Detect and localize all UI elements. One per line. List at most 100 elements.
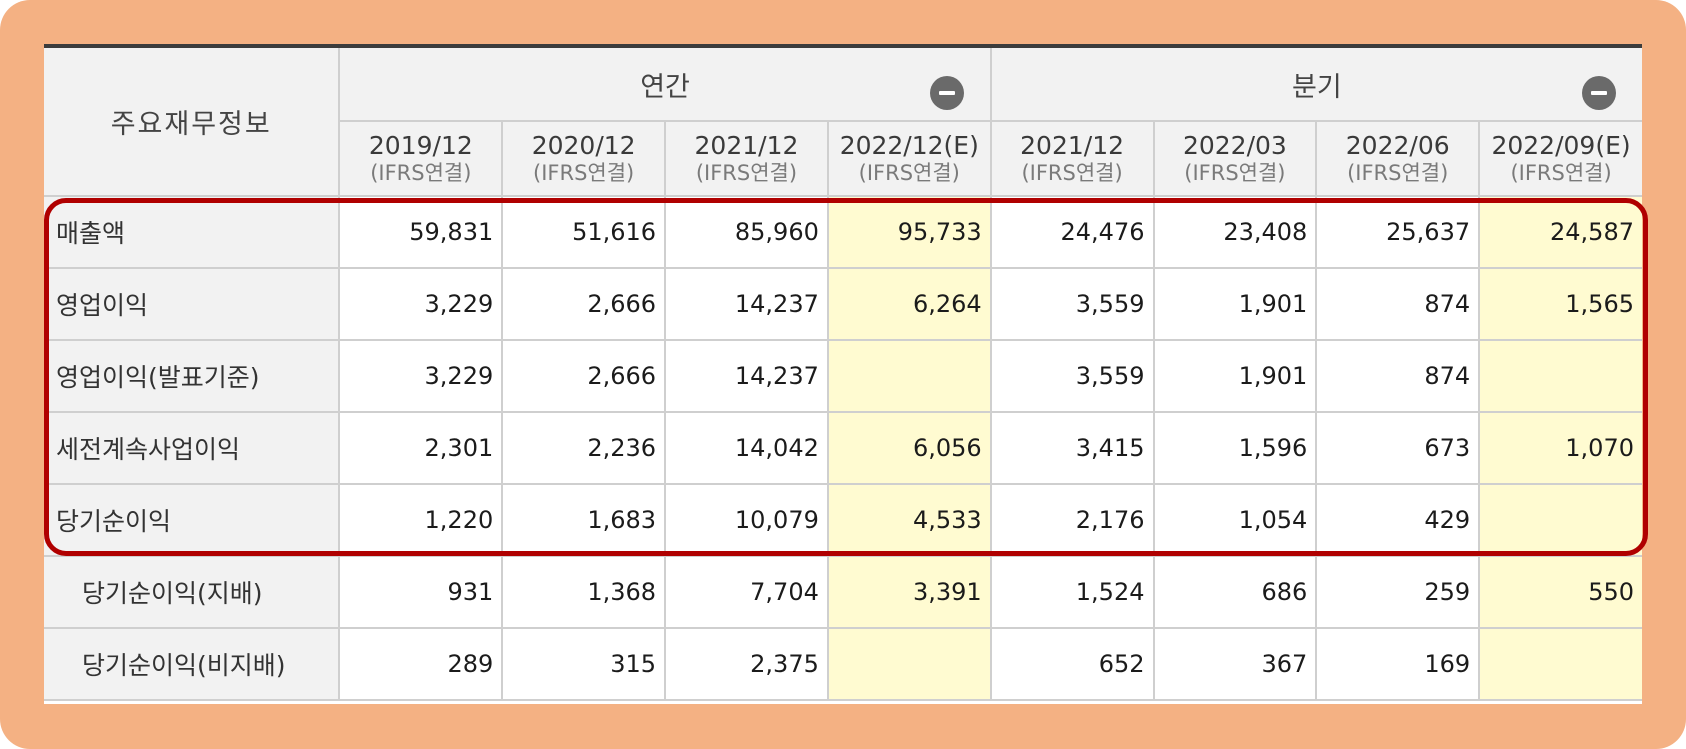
table-row-net-income-noncontrolling: 당기순이익(비지배) 289 315 2,375 652 367 169 — [44, 627, 1642, 701]
row-label: 당기순이익(지배) — [44, 555, 341, 629]
value-cell: 1,220 — [338, 483, 504, 557]
financial-summary-table: 주요재무정보 연간 분기 2019/12 (IFRS연결) 2020/12 (IFR… — [44, 44, 1642, 701]
value-cell: 259 — [1315, 555, 1481, 629]
value-cell: 59,831 — [338, 195, 504, 269]
value-cell: 3,559 — [989, 339, 1155, 413]
period-header-quarter-2022-03: 2022/03 (IFRS연결) — [1152, 120, 1318, 197]
period-basis: (IFRS연결) — [1021, 160, 1123, 185]
value-cell: 23,408 — [1152, 195, 1318, 269]
estimate-value-cell: 1,565 — [1478, 267, 1642, 341]
value-cell: 14,237 — [664, 339, 829, 413]
value-cell: 2,176 — [989, 483, 1155, 557]
period-basis: (IFRS연결) — [695, 160, 798, 185]
quarterly-group-label: 분기 — [1292, 71, 1342, 103]
period-date: 2022/12(E) — [839, 131, 979, 161]
value-cell: 14,042 — [664, 411, 829, 485]
period-header-quarter-2022-09-estimate: 2022/09(E) (IFRS연결) — [1478, 120, 1642, 197]
estimate-value-cell: 24,587 — [1478, 195, 1642, 269]
value-cell: 1,524 — [989, 555, 1155, 629]
period-header-annual-2020-12: 2020/12 (IFRS연결) — [501, 120, 667, 197]
table-row-pretax-income: 세전계속사업이익 2,301 2,236 14,042 6,056 3,415 … — [44, 411, 1642, 485]
estimate-value-cell: 6,056 — [826, 411, 992, 485]
row-label: 매출액 — [44, 195, 341, 269]
value-cell: 85,960 — [664, 195, 829, 269]
period-basis: (IFRS연결) — [370, 160, 472, 185]
value-cell: 10,079 — [664, 483, 829, 557]
period-header-annual-2021-12: 2021/12 (IFRS연결) — [664, 120, 829, 197]
value-cell: 2,301 — [338, 411, 504, 485]
value-cell: 51,616 — [501, 195, 667, 269]
quarterly-group-header: 분기 — [989, 45, 1642, 122]
value-cell: 367 — [1152, 627, 1318, 701]
financial-summary-panel: 주요재무정보 연간 분기 2019/12 (IFRS연결) 2020/12 (IFR… — [44, 44, 1648, 704]
value-cell: 652 — [989, 627, 1155, 701]
value-cell: 3,229 — [338, 267, 504, 341]
table-row-net-income-controlling: 당기순이익(지배) 931 1,368 7,704 3,391 1,524 68… — [44, 555, 1642, 629]
row-header-text: 주요재무정보 — [110, 109, 272, 140]
value-cell: 3,559 — [989, 267, 1155, 341]
value-cell: 1,368 — [501, 555, 667, 629]
value-cell: 1,054 — [1152, 483, 1318, 557]
value-cell: 169 — [1315, 627, 1481, 701]
value-cell: 7,704 — [664, 555, 829, 629]
row-label: 영업이익(발표기준) — [44, 339, 341, 413]
estimate-value-cell: 4,533 — [826, 483, 992, 557]
estimate-value-cell — [826, 339, 992, 413]
period-date: 2022/06 — [1345, 131, 1450, 161]
period-basis: (IFRS연결) — [1184, 160, 1286, 185]
value-cell: 1,901 — [1152, 267, 1318, 341]
period-header-quarter-2021-12: 2021/12 (IFRS연결) — [989, 120, 1155, 197]
table-row-net-income: 당기순이익 1,220 1,683 10,079 4,533 2,176 1,0… — [44, 483, 1642, 557]
value-cell: 25,637 — [1315, 195, 1481, 269]
value-cell: 1,596 — [1152, 411, 1318, 485]
period-date: 2019/12 — [368, 131, 473, 161]
period-basis: (IFRS연결) — [1347, 160, 1449, 185]
value-cell: 289 — [338, 627, 504, 701]
period-date: 2022/03 — [1182, 131, 1287, 161]
value-cell: 429 — [1315, 483, 1481, 557]
value-cell: 2,666 — [501, 267, 667, 341]
value-cell: 1,901 — [1152, 339, 1318, 413]
estimate-value-cell: 550 — [1478, 555, 1642, 629]
estimate-value-cell: 6,264 — [826, 267, 992, 341]
annual-group-header: 연간 — [338, 45, 992, 122]
value-cell: 2,236 — [501, 411, 667, 485]
estimate-value-cell: 95,733 — [826, 195, 992, 269]
period-date: 2022/09(E) — [1491, 131, 1631, 161]
value-cell: 3,229 — [338, 339, 504, 413]
quarterly-collapse-icon[interactable] — [1582, 76, 1616, 110]
value-cell: 686 — [1152, 555, 1318, 629]
row-label: 당기순이익(비지배) — [44, 627, 341, 701]
value-cell: 24,476 — [989, 195, 1155, 269]
period-header-annual-2019-12: 2019/12 (IFRS연결) — [339, 120, 504, 197]
row-label: 세전계속사업이익 — [44, 411, 341, 485]
row-header-label: 주요재무정보 — [44, 45, 341, 197]
period-basis: (IFRS연결) — [858, 160, 960, 185]
period-header-quarter-2022-06: 2022/06 (IFRS연결) — [1315, 120, 1481, 197]
value-cell: 3,415 — [989, 411, 1155, 485]
period-basis: (IFRS연결) — [533, 160, 635, 185]
value-cell: 874 — [1315, 339, 1481, 413]
table-row-operating-profit: 영업이익 3,229 2,666 14,237 6,264 3,559 1,90… — [44, 267, 1642, 341]
value-cell: 874 — [1315, 267, 1481, 341]
annual-collapse-icon[interactable] — [929, 76, 964, 110]
value-cell: 2,375 — [664, 627, 829, 701]
period-date: 2021/12 — [1020, 131, 1125, 161]
estimate-value-cell: 3,391 — [826, 555, 992, 629]
estimate-value-cell: 1,070 — [1478, 411, 1642, 485]
period-basis: (IFRS연결) — [1510, 160, 1612, 185]
row-label: 영업이익 — [44, 267, 341, 341]
estimate-value-cell — [1478, 627, 1642, 701]
value-cell: 931 — [338, 555, 504, 629]
value-cell: 673 — [1315, 411, 1481, 485]
table-row-revenue: 매출액 59,831 51,616 85,960 95,733 24,476 2… — [44, 195, 1642, 269]
value-cell: 2,666 — [501, 339, 667, 413]
estimate-value-cell — [826, 627, 992, 701]
value-cell: 14,237 — [664, 267, 829, 341]
value-cell: 315 — [501, 627, 667, 701]
estimate-value-cell — [1478, 339, 1642, 413]
annual-group-label: 연간 — [640, 71, 690, 103]
period-header-annual-2022-12-estimate: 2022/12(E) (IFRS연결) — [826, 120, 992, 197]
table-row-operating-profit-reported: 영업이익(발표기준) 3,229 2,666 14,237 3,559 1,90… — [44, 339, 1642, 413]
